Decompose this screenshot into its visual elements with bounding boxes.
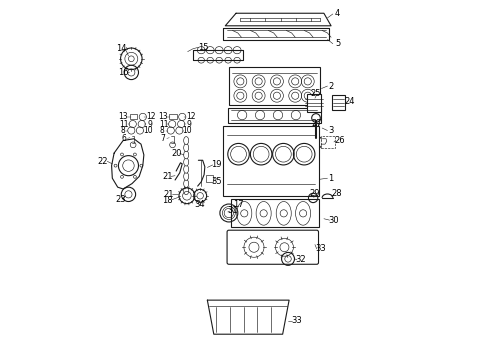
Text: 26: 26 [334,136,344,145]
Text: 12: 12 [147,112,156,121]
Text: 13: 13 [119,112,128,121]
Text: 11: 11 [120,120,129,129]
Text: 9: 9 [147,120,152,129]
Text: 21: 21 [163,190,173,199]
Bar [170,114,176,120]
Ellipse shape [215,46,223,54]
Ellipse shape [216,57,222,63]
Text: 5: 5 [335,39,340,48]
Text: 33: 33 [315,244,326,253]
Text: 24: 24 [345,96,355,105]
Ellipse shape [184,144,189,152]
Text: 30: 30 [328,216,339,225]
Text: 34: 34 [194,199,205,208]
Text: 29: 29 [309,189,319,198]
Text: 23: 23 [116,194,126,203]
Text: 19: 19 [211,161,221,170]
Text: 9: 9 [187,120,192,129]
Ellipse shape [184,165,189,173]
Text: 15: 15 [198,43,209,52]
Bar [205,175,214,182]
Bar [321,136,335,148]
Bar [229,67,320,105]
Ellipse shape [184,180,189,188]
Text: 1: 1 [328,174,334,183]
Text: 11: 11 [159,120,169,129]
Text: 17: 17 [234,200,244,209]
Text: 8: 8 [121,126,125,135]
Text: 10: 10 [143,126,152,135]
Text: 8: 8 [160,126,165,135]
Text: 10: 10 [182,126,192,135]
Bar [231,199,318,227]
Text: 14: 14 [116,44,126,53]
Ellipse shape [276,202,291,225]
Ellipse shape [234,57,240,63]
Text: 6: 6 [122,134,126,143]
Ellipse shape [206,46,214,54]
Ellipse shape [224,46,232,54]
Ellipse shape [207,57,214,63]
Ellipse shape [233,46,241,54]
Text: 25: 25 [311,89,321,98]
Ellipse shape [295,202,311,225]
Ellipse shape [184,187,189,195]
Text: 20: 20 [171,149,181,158]
Text: 18: 18 [162,196,173,205]
Text: 12: 12 [186,112,196,121]
Text: 21: 21 [162,172,173,181]
Text: 7: 7 [161,134,166,143]
Text: 4: 4 [335,9,340,18]
Text: 22: 22 [98,157,108,166]
Bar [223,126,318,196]
Text: 3: 3 [328,126,334,135]
Ellipse shape [184,136,189,144]
Bar [332,95,345,111]
Ellipse shape [197,46,205,54]
Ellipse shape [225,57,231,63]
Text: 27: 27 [312,119,322,128]
Bar [130,114,137,120]
Text: 13: 13 [158,112,168,121]
Ellipse shape [198,57,204,63]
Text: 2: 2 [328,82,334,91]
Text: 35: 35 [211,176,221,185]
Bar [228,108,321,123]
Text: 28: 28 [331,189,342,198]
Ellipse shape [184,158,189,166]
Ellipse shape [184,172,189,180]
Ellipse shape [256,202,271,225]
Text: 31: 31 [227,206,238,215]
Ellipse shape [184,151,189,159]
FancyBboxPatch shape [227,230,318,264]
Text: 16: 16 [119,68,129,77]
Ellipse shape [237,202,252,225]
Text: 32: 32 [295,255,306,264]
Bar [307,94,321,112]
Text: 33: 33 [291,316,302,325]
